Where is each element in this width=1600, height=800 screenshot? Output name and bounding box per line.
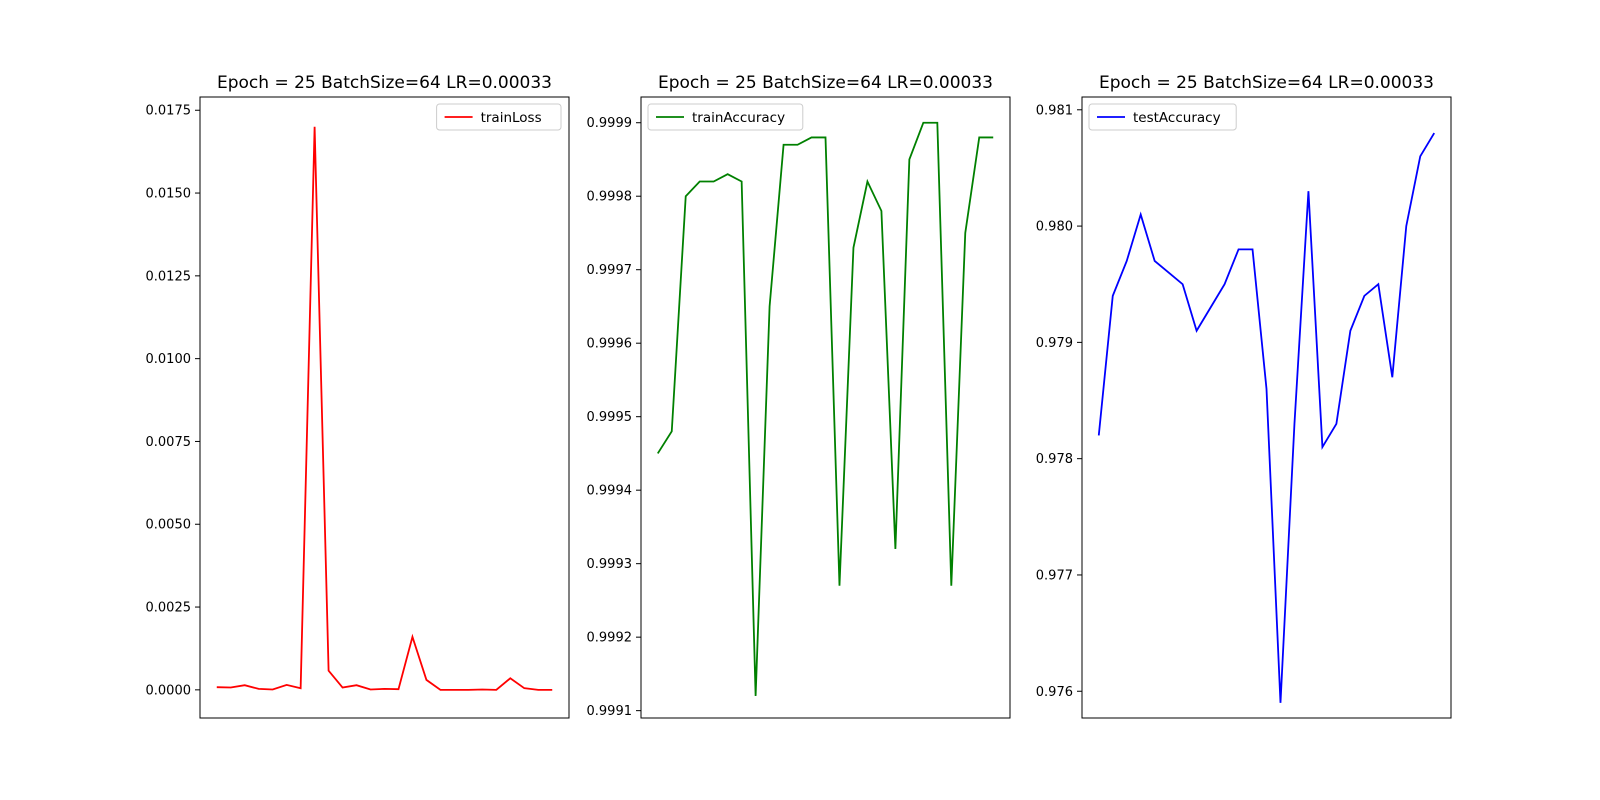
y-tick-label: 0.0125 [146, 269, 192, 284]
legend: trainLoss [436, 103, 562, 131]
legend-box [436, 103, 562, 131]
y-tick-label: 0.9991 [587, 704, 633, 719]
y-tick-label: 0.9997 [587, 263, 633, 278]
y-tick-label: 0.0000 [146, 683, 192, 698]
y-tick-label: 0.979 [1036, 336, 1073, 351]
y-tick-label: 0.9995 [587, 410, 633, 425]
axes-frame [199, 96, 570, 719]
y-tick-label: 0.0100 [146, 352, 192, 367]
y-tick-label: 0.9993 [587, 557, 633, 572]
legend-label: testAccuracy [1133, 110, 1221, 126]
y-tick-label: 0.0025 [146, 601, 192, 616]
chart-panel-2: Epoch = 25 BatchSize=64 LR=0.00033 0.9991… [587, 73, 1011, 719]
series-line-trainAccuracy [657, 121, 994, 696]
axes-frame [640, 96, 1011, 719]
chart-panel-1: Epoch = 25 BatchSize=64 LR=0.00033 0.0000… [146, 73, 570, 719]
chart-title: Epoch = 25 BatchSize=64 LR=0.00033 [217, 73, 552, 93]
series-line-trainLoss [216, 126, 553, 691]
chart-title: Epoch = 25 BatchSize=64 LR=0.00033 [658, 73, 993, 93]
y-tick-label: 0.0150 [146, 187, 192, 202]
legend-label: trainLoss [481, 110, 542, 126]
y-tick-label: 0.976 [1036, 685, 1073, 700]
y-tick-label: 0.981 [1036, 103, 1073, 118]
legend-box [1088, 103, 1237, 131]
y-tick-label: 0.9996 [587, 337, 633, 352]
chart-panel-3: Epoch = 25 BatchSize=64 LR=0.00033 0.976 0… [1036, 73, 1452, 719]
legend: trainAccuracy [647, 103, 804, 131]
y-tick-label: 0.0050 [146, 518, 192, 533]
series-line-testAccuracy [1097, 132, 1436, 703]
y-tick-label: 0.0175 [146, 104, 192, 119]
y-tick-label: 0.0075 [146, 435, 192, 450]
y-tick-label: 0.9994 [587, 484, 633, 499]
y-tick-label: 0.9992 [587, 631, 633, 646]
legend-label: trainAccuracy [692, 110, 785, 126]
axes-frame [1081, 96, 1452, 719]
y-tick-label: 0.9998 [587, 190, 633, 205]
legend-box [647, 103, 804, 131]
legend: testAccuracy [1088, 103, 1237, 131]
chart-title: Epoch = 25 BatchSize=64 LR=0.00033 [1099, 73, 1434, 93]
y-tick-label: 0.980 [1036, 220, 1073, 235]
y-tick-label: 0.978 [1036, 452, 1073, 467]
y-tick-label: 0.977 [1036, 568, 1073, 583]
y-tick-label: 0.9999 [587, 116, 633, 131]
